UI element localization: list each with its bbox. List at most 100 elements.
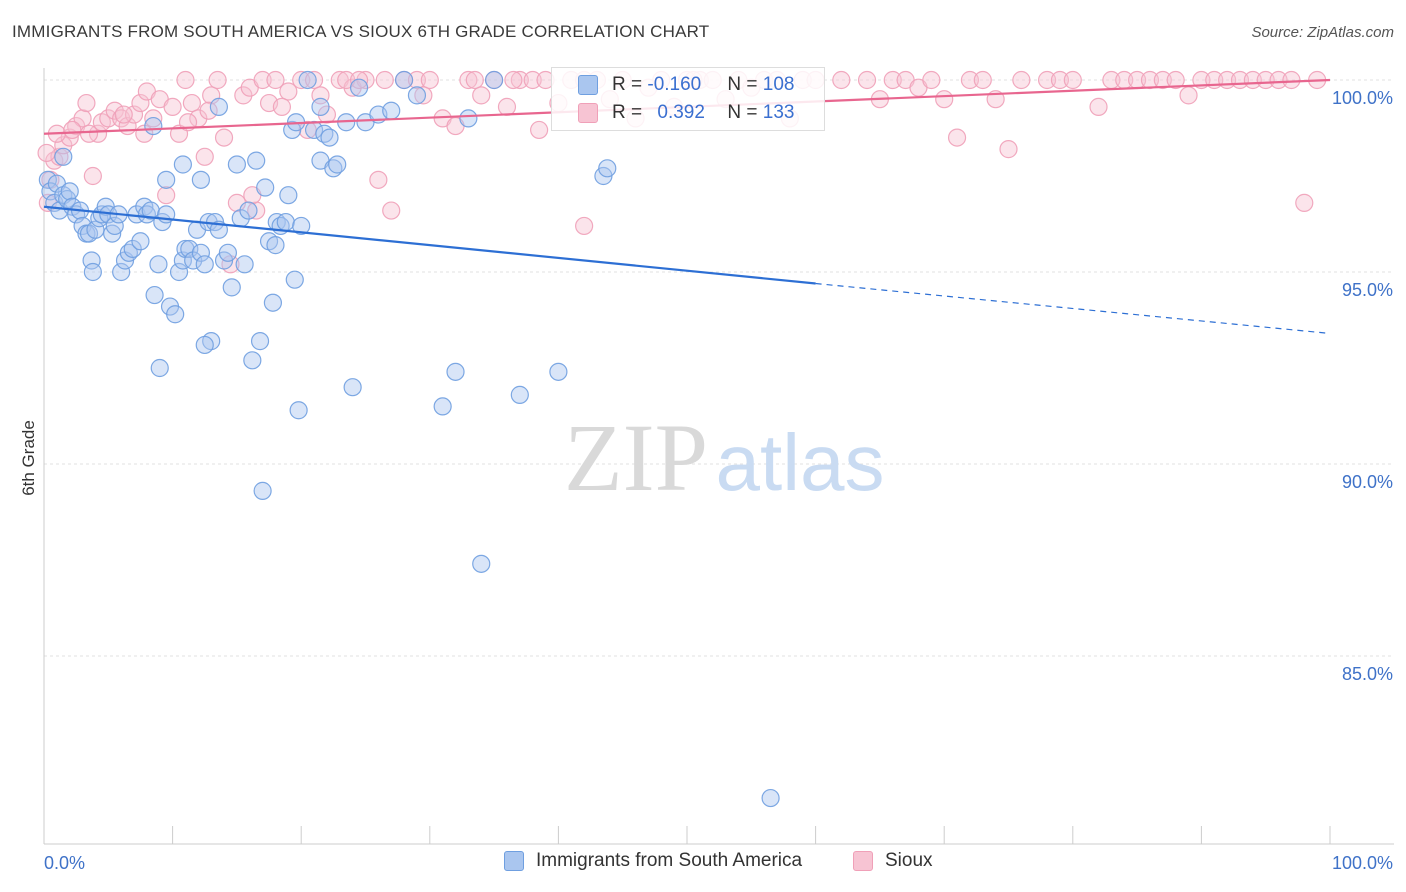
y-tick-label: 90.0% bbox=[1342, 472, 1393, 492]
south-america-point bbox=[144, 116, 163, 136]
south-america-point bbox=[285, 270, 304, 289]
trend-south-america-dashed bbox=[815, 282, 1331, 335]
sioux-point bbox=[1050, 70, 1070, 90]
south-america-point bbox=[112, 262, 131, 282]
south-america-point bbox=[131, 232, 150, 251]
south-america-point bbox=[105, 216, 124, 236]
south-america-point bbox=[222, 278, 241, 297]
sioux-point bbox=[1153, 70, 1172, 90]
south-america-point bbox=[60, 182, 79, 201]
south-america-point bbox=[250, 332, 270, 351]
sioux-point bbox=[157, 186, 176, 205]
south-america-point bbox=[150, 358, 169, 378]
south-america-point bbox=[166, 305, 185, 324]
sioux-point bbox=[83, 166, 102, 186]
south-america-point bbox=[328, 155, 347, 174]
south-america-point bbox=[311, 97, 330, 116]
sioux-point bbox=[407, 70, 427, 90]
sioux-point bbox=[163, 97, 182, 116]
sioux-point bbox=[922, 70, 941, 90]
south-america-point bbox=[382, 101, 401, 120]
south-america-point bbox=[145, 285, 164, 305]
south-america-point bbox=[173, 155, 192, 174]
x-tick-label-max: 100.0% bbox=[1332, 853, 1393, 873]
sioux-point bbox=[414, 86, 433, 105]
sioux-point bbox=[1012, 70, 1031, 90]
stats-r-value: -0.160 bbox=[647, 74, 702, 95]
sioux-point bbox=[999, 140, 1018, 159]
south-america-point bbox=[38, 170, 57, 189]
sioux-point bbox=[73, 109, 92, 128]
legend-item-sioux[interactable]: Sioux bbox=[853, 850, 933, 872]
south-america-point bbox=[394, 70, 414, 90]
south-america-point bbox=[266, 236, 285, 255]
y-axis-label: 6th Grade bbox=[19, 420, 38, 496]
y-tick-label: 85.0% bbox=[1342, 664, 1393, 684]
sioux-point bbox=[176, 70, 195, 90]
south-america-point bbox=[256, 178, 275, 197]
stats-n-label: N = bbox=[727, 74, 763, 95]
sioux-point bbox=[1256, 70, 1275, 90]
x-tick-label-min: 0.0% bbox=[44, 853, 85, 873]
chart-title: IMMIGRANTS FROM SOUTH AMERICA VS SIOUX 6… bbox=[12, 22, 710, 41]
sioux-point bbox=[973, 70, 992, 90]
sioux-point bbox=[382, 201, 401, 220]
sioux-point bbox=[195, 147, 214, 166]
sioux-point bbox=[465, 70, 484, 90]
sioux-point bbox=[63, 120, 82, 140]
axes bbox=[43, 68, 1394, 845]
legend-item-south-america[interactable]: Immigrants from South America bbox=[504, 850, 802, 872]
south-america-point bbox=[343, 378, 362, 397]
south-america-point bbox=[180, 239, 199, 259]
legend-swatch-sioux bbox=[853, 851, 873, 871]
sioux-point bbox=[504, 70, 523, 90]
sioux-point bbox=[857, 70, 877, 90]
south-america-point bbox=[191, 243, 210, 262]
south-america-point bbox=[169, 262, 189, 282]
stats-r-label: R = bbox=[612, 74, 648, 95]
south-america-point bbox=[510, 385, 529, 404]
sioux-point bbox=[369, 170, 388, 189]
south-america-point bbox=[433, 397, 452, 416]
sioux-point bbox=[883, 70, 902, 90]
sioux-point bbox=[37, 143, 56, 163]
sioux-point bbox=[1089, 97, 1108, 116]
south-america-point bbox=[279, 186, 298, 205]
south-america-point bbox=[459, 109, 478, 128]
south-america-point bbox=[173, 251, 192, 270]
south-america-point bbox=[761, 788, 780, 808]
sioux-point bbox=[1063, 70, 1082, 90]
y-tick-label: 100.0% bbox=[1332, 88, 1393, 108]
south-america-point bbox=[209, 97, 228, 116]
south-america-point bbox=[195, 335, 214, 355]
sioux-point bbox=[272, 97, 292, 116]
stats-row-south-america: R = -0.160 N = 108 bbox=[578, 71, 794, 99]
legend-label-south-america: Immigrants from South America bbox=[536, 850, 803, 871]
sioux-point bbox=[266, 70, 285, 90]
south-america-point bbox=[235, 255, 254, 274]
stats-n-value: 133 bbox=[762, 102, 795, 123]
south-america-point bbox=[472, 554, 491, 573]
south-america-point bbox=[349, 78, 369, 97]
south-america-point bbox=[446, 362, 465, 381]
stats-swatch-south-america bbox=[578, 75, 598, 95]
stats-r-label: R = bbox=[612, 102, 648, 123]
sioux-point bbox=[79, 124, 99, 143]
sioux-point bbox=[349, 70, 369, 90]
sioux-point bbox=[523, 70, 542, 90]
south-america-point bbox=[195, 255, 214, 274]
sioux-point bbox=[279, 82, 298, 101]
watermark-atlas: atlas bbox=[716, 418, 885, 507]
south-america-point bbox=[227, 155, 246, 174]
south-america-point bbox=[123, 239, 142, 259]
sioux-point bbox=[1295, 193, 1314, 212]
sioux-point bbox=[253, 70, 272, 90]
stats-swatch-sioux bbox=[578, 103, 598, 123]
legend: Immigrants from South America Sioux bbox=[0, 850, 1406, 880]
sioux-point bbox=[214, 128, 234, 147]
south-america-point bbox=[243, 351, 262, 370]
y-tick-label: 95.0% bbox=[1342, 280, 1393, 300]
south-america-point bbox=[54, 147, 73, 166]
sioux-point bbox=[375, 70, 394, 90]
